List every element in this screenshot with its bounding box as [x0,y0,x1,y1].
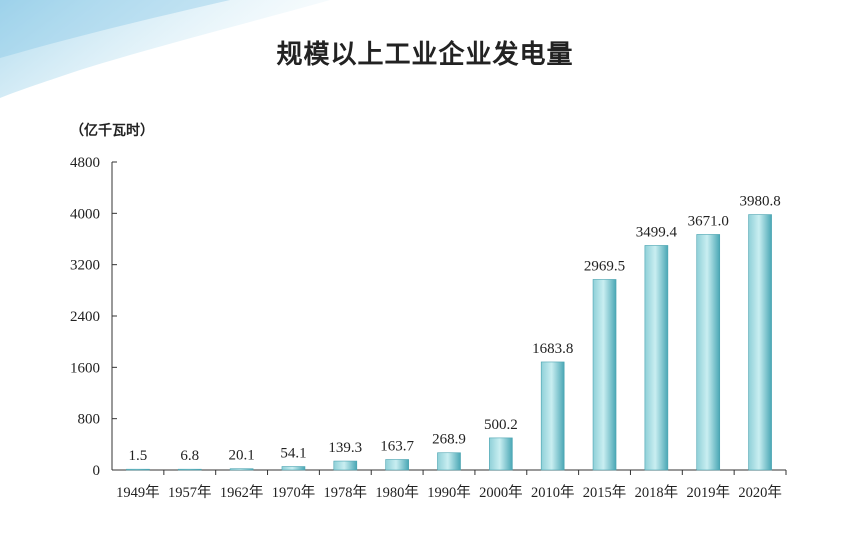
bar [437,452,461,471]
bar-value-label: 1.5 [129,448,148,464]
bar-value-label: 163.7 [380,438,414,454]
x-tick-label: 2015年 [583,484,627,501]
bar [229,468,254,471]
bar-value-label: 20.1 [228,448,254,464]
bar [748,214,772,471]
y-tick-label: 0 [93,463,101,479]
bar-value-label: 268.9 [432,432,466,448]
bar-value-label: 3671.0 [688,213,729,229]
bar [489,437,513,471]
x-tick-label: 1990年 [427,484,471,501]
bar-value-label: 54.1 [280,446,306,462]
bar [333,460,358,471]
x-tick-label: 2018年 [635,484,679,501]
y-tick-label: 4000 [70,206,100,222]
bar-value-label: 3980.8 [739,194,780,210]
bar [177,468,202,471]
x-tick-label: 1980年 [375,484,419,501]
axes: 0 800 1600 2400 3200 4000 4800 [70,155,787,479]
bar [281,466,306,471]
bar-value-label: 139.3 [328,440,362,456]
y-tick-label: 1600 [70,360,100,376]
y-tick-label: 800 [78,412,101,428]
x-tick-label: 1957年 [168,484,212,501]
bar [644,245,669,471]
x-tick-label: 2020年 [738,484,782,501]
x-tick-label: 1970年 [272,484,316,501]
x-tick-label: 1962年 [220,484,264,501]
bar [540,361,565,471]
bar-value-label: 3499.4 [636,224,678,240]
bar [592,279,617,471]
y-axis-unit-label: （亿千瓦时） [70,123,154,139]
labels: 1.5 1949年 6.8 1957年 20.1 1962年 54.1 1970年 139.3 1… [116,194,782,501]
y-tick-label: 4800 [70,155,100,171]
bar-value-label: 500.2 [484,417,518,433]
x-tick-label: 1949年 [116,484,160,501]
bar-value-label: 6.8 [180,448,199,464]
bar-value-label: 2969.5 [584,258,625,274]
x-tick-label: 2000年 [479,484,523,501]
y-tick-label: 2400 [70,309,100,325]
bar-value-label: 1683.8 [532,341,573,357]
bars [126,214,772,471]
bar [385,459,409,471]
chart-title: 规模以上工业企业发电量 [276,40,574,70]
bar [696,234,721,471]
y-tick-label: 3200 [70,258,100,274]
x-tick-label: 2019年 [686,484,730,501]
x-tick-label: 2010年 [531,484,575,501]
bar [126,468,150,471]
x-tick-label: 1978年 [324,484,368,501]
